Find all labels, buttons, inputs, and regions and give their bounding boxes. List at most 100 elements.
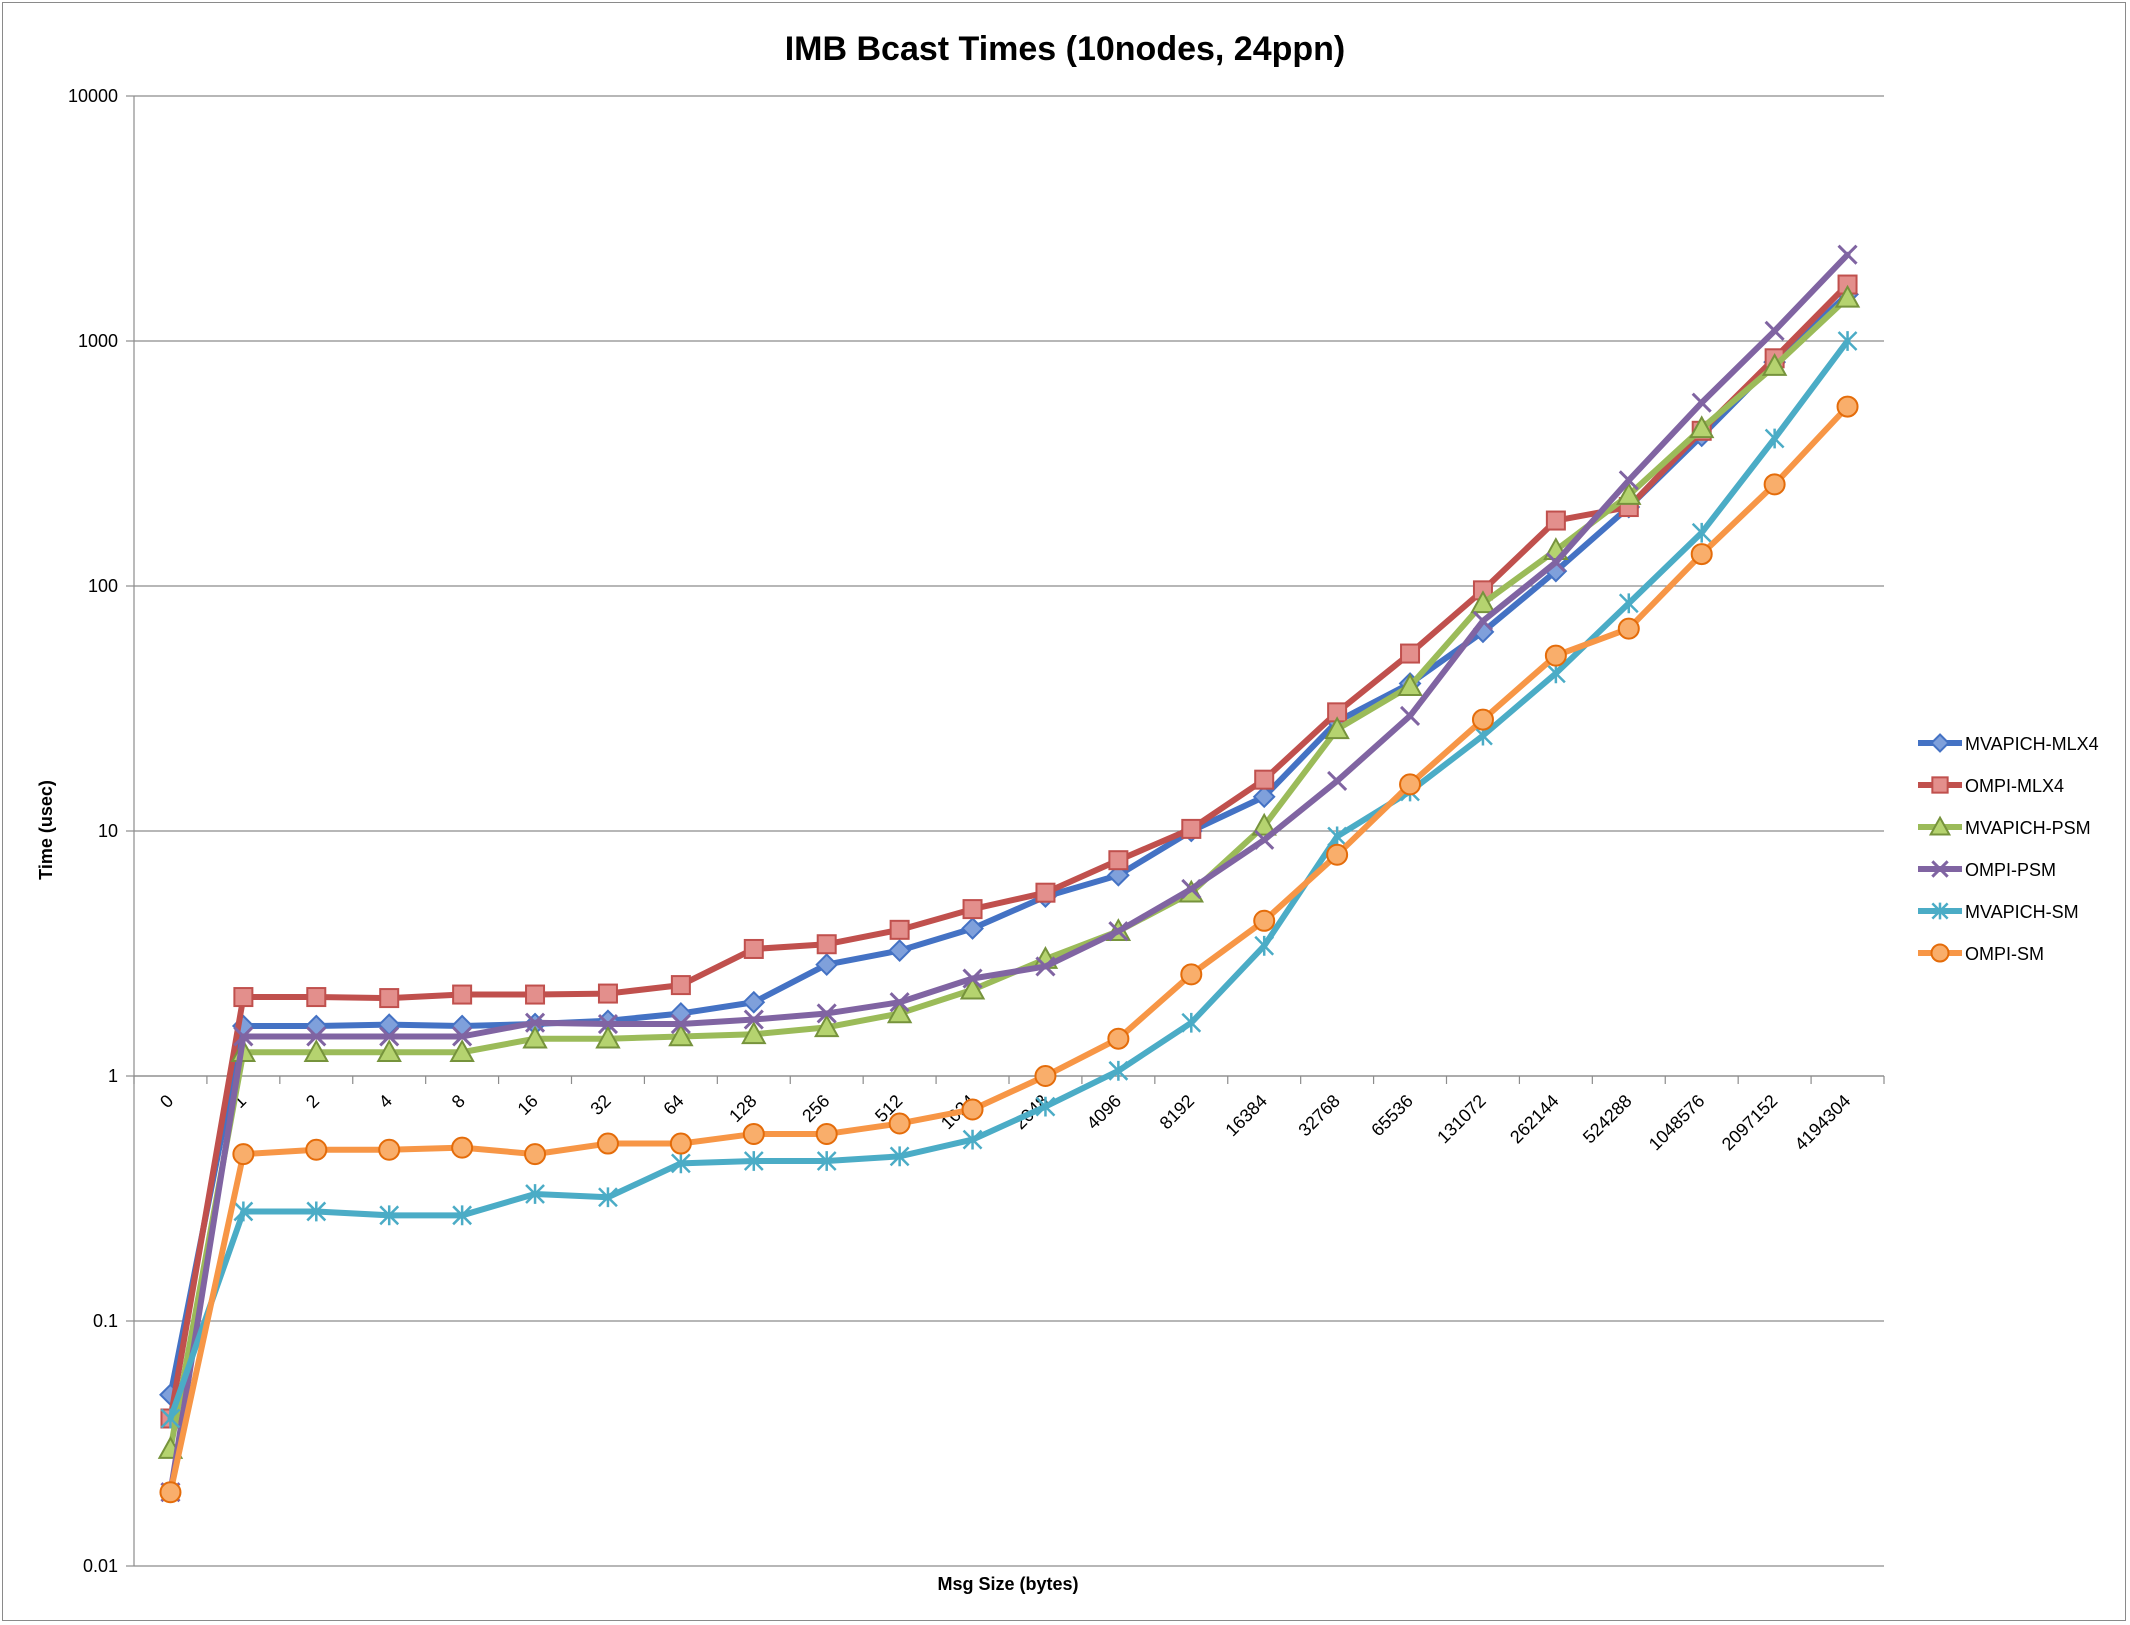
data-point bbox=[889, 1146, 910, 1167]
x-tick-label: 256 bbox=[798, 1091, 833, 1126]
data-point bbox=[742, 990, 766, 1014]
data-point bbox=[815, 953, 839, 976]
data-point bbox=[1544, 644, 1567, 667]
data-point bbox=[233, 1026, 254, 1047]
data-point bbox=[1254, 935, 1275, 956]
data-point bbox=[378, 1138, 401, 1161]
data-point bbox=[1035, 956, 1056, 977]
legend-label: OMPI-SM bbox=[1965, 944, 2044, 964]
x-tick-label: 131072 bbox=[1433, 1091, 1490, 1148]
data-point bbox=[1107, 1027, 1130, 1050]
x-tick-label: 4194304 bbox=[1791, 1091, 1855, 1155]
data-point bbox=[959, 976, 986, 1000]
data-point bbox=[159, 1481, 182, 1504]
y-tick-label: 10 bbox=[98, 821, 118, 841]
data-point bbox=[1254, 769, 1275, 790]
data-point bbox=[962, 968, 983, 989]
x-tick-label: 32 bbox=[586, 1091, 614, 1119]
data-point bbox=[1836, 395, 1859, 418]
x-tick-label: 2097152 bbox=[1718, 1091, 1782, 1155]
legend-entry-mvapich-psm: MVAPICH-PSM bbox=[1918, 815, 2091, 838]
data-point bbox=[1108, 850, 1129, 871]
series-layer bbox=[157, 244, 1861, 1504]
data-point bbox=[306, 1026, 327, 1047]
legend: MVAPICH-MLX4 OMPI-MLX4 MVAPICH-PSM OMPI-PSM… bbox=[1918, 733, 2099, 964]
data-point bbox=[1618, 470, 1639, 491]
data-point bbox=[452, 1205, 473, 1226]
data-point bbox=[1108, 921, 1129, 942]
legend-marker bbox=[1930, 733, 1950, 753]
data-point bbox=[1106, 863, 1130, 887]
data-point bbox=[377, 1013, 401, 1037]
data-point bbox=[525, 1184, 545, 1204]
data-point bbox=[1470, 590, 1496, 614]
data-point bbox=[962, 899, 983, 920]
legend-label: MVAPICH-MLX4 bbox=[1965, 734, 2099, 754]
data-point bbox=[1837, 331, 1858, 351]
data-point bbox=[1035, 882, 1056, 903]
data-point bbox=[1545, 663, 1566, 684]
data-point bbox=[1327, 770, 1348, 792]
data-point bbox=[1254, 829, 1275, 850]
y-tick-label: 1 bbox=[108, 1066, 118, 1086]
legend-label: OMPI-PSM bbox=[1965, 860, 2056, 880]
data-point bbox=[1180, 963, 1203, 986]
series-line-mvapich-mlx4 bbox=[167, 291, 1851, 1398]
data-point bbox=[1472, 610, 1494, 632]
legend-entry-ompi-sm: OMPI-SM bbox=[1918, 943, 2044, 964]
data-point bbox=[1837, 244, 1858, 265]
x-tick-label: 8 bbox=[448, 1091, 469, 1112]
data-point bbox=[376, 1039, 402, 1063]
data-point bbox=[597, 1013, 619, 1035]
x-tick-label: 262144 bbox=[1506, 1091, 1563, 1148]
data-point bbox=[160, 1408, 181, 1429]
x-tick-label: 2 bbox=[302, 1091, 323, 1112]
legend-entry-ompi-mlx4: OMPI-MLX4 bbox=[1918, 776, 2064, 796]
data-point bbox=[1034, 1065, 1057, 1087]
data-point bbox=[1251, 812, 1277, 836]
data-point bbox=[1616, 482, 1642, 505]
data-point bbox=[524, 1012, 546, 1033]
x-tick-label: 4 bbox=[375, 1091, 396, 1112]
data-point bbox=[306, 987, 327, 1008]
data-point bbox=[596, 1132, 619, 1155]
y-axis-title: Time (usec) bbox=[36, 780, 56, 880]
data-point bbox=[525, 984, 546, 1005]
series-mvapich-sm bbox=[160, 331, 1858, 1429]
data-point bbox=[303, 1039, 329, 1063]
series-ompi-sm bbox=[159, 395, 1859, 1504]
data-point bbox=[1399, 773, 1422, 796]
data-point bbox=[668, 1023, 694, 1047]
data-point bbox=[1691, 392, 1712, 413]
data-point bbox=[1545, 552, 1566, 573]
data-point bbox=[1617, 617, 1640, 640]
legend-label: MVAPICH-SM bbox=[1965, 902, 2079, 922]
data-point bbox=[597, 983, 618, 1004]
x-tick-label: 64 bbox=[659, 1091, 687, 1119]
legend-marker bbox=[1928, 815, 1952, 836]
data-point bbox=[452, 984, 473, 1005]
data-point bbox=[1545, 510, 1566, 531]
data-point bbox=[452, 1026, 473, 1047]
data-point bbox=[888, 1112, 911, 1135]
x-tick-label: 65536 bbox=[1367, 1091, 1417, 1141]
data-point bbox=[379, 1026, 400, 1047]
data-point bbox=[743, 1151, 764, 1171]
data-point bbox=[1471, 708, 1494, 731]
data-point bbox=[1399, 705, 1421, 726]
legend-marker bbox=[1931, 776, 1949, 794]
x-axis bbox=[133, 1075, 1885, 1084]
data-point bbox=[669, 1002, 693, 1025]
data-point bbox=[669, 1132, 692, 1155]
data-point bbox=[1326, 843, 1349, 866]
data-point bbox=[449, 1039, 475, 1063]
data-point bbox=[1763, 473, 1786, 496]
data-point bbox=[306, 1201, 327, 1222]
data-point bbox=[962, 1129, 983, 1150]
series-line-mvapich-sm bbox=[167, 338, 1851, 1422]
data-point bbox=[1834, 284, 1861, 308]
x-tick-label: 128 bbox=[725, 1091, 760, 1126]
x-tick-label: 0 bbox=[156, 1091, 177, 1112]
